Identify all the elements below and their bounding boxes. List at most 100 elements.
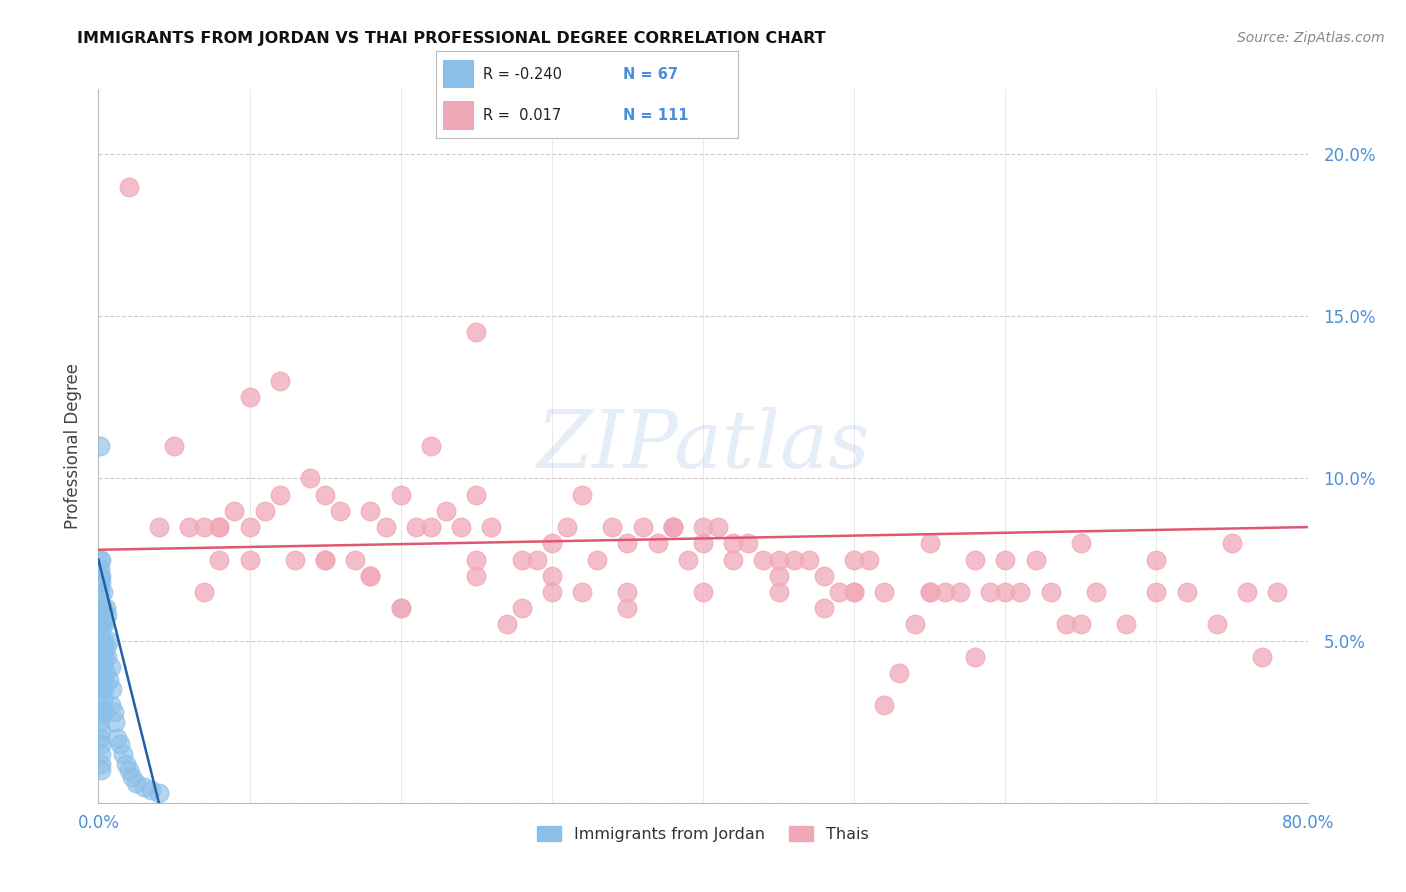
- Point: [1085, 585, 1108, 599]
- Point: [723, 536, 745, 550]
- Point: [676, 552, 699, 566]
- Point: [465, 326, 488, 340]
- Point: [965, 552, 987, 566]
- Point: [723, 552, 745, 566]
- Point: [389, 601, 412, 615]
- Point: [89, 568, 111, 582]
- Point: [918, 585, 941, 599]
- Point: [121, 770, 143, 784]
- Point: [239, 552, 262, 566]
- Point: [465, 488, 488, 502]
- Point: [571, 585, 593, 599]
- Point: [89, 627, 111, 641]
- Point: [193, 585, 215, 599]
- Point: [91, 601, 114, 615]
- Point: [108, 738, 131, 752]
- Point: [90, 575, 112, 590]
- Point: [828, 585, 851, 599]
- Point: [89, 731, 111, 745]
- Point: [90, 747, 112, 761]
- Point: [90, 682, 112, 697]
- Point: [111, 747, 134, 761]
- Point: [540, 585, 562, 599]
- Point: [125, 776, 148, 790]
- Point: [1144, 552, 1167, 566]
- Point: [269, 374, 291, 388]
- Point: [616, 601, 638, 615]
- Point: [141, 782, 163, 797]
- Point: [89, 617, 111, 632]
- Text: ZIPatlas: ZIPatlas: [536, 408, 870, 484]
- Point: [1175, 585, 1198, 599]
- Point: [100, 698, 122, 713]
- Point: [93, 705, 115, 719]
- Point: [103, 705, 125, 719]
- Point: [873, 585, 896, 599]
- Point: [91, 640, 114, 654]
- Point: [91, 617, 114, 632]
- Point: [465, 552, 488, 566]
- Point: [89, 682, 111, 697]
- Point: [602, 520, 624, 534]
- Point: [90, 673, 112, 687]
- Point: [90, 764, 112, 778]
- Point: [1039, 585, 1062, 599]
- Point: [918, 585, 941, 599]
- Point: [661, 520, 683, 534]
- Point: [994, 585, 1017, 599]
- Point: [89, 607, 111, 622]
- Text: R =  0.017: R = 0.017: [482, 108, 561, 122]
- Point: [94, 666, 117, 681]
- Text: N = 111: N = 111: [623, 108, 689, 122]
- Point: [239, 520, 262, 534]
- Point: [434, 504, 457, 518]
- Point: [1054, 617, 1077, 632]
- Point: [329, 504, 352, 518]
- Point: [224, 504, 246, 518]
- Point: [163, 439, 186, 453]
- Point: [91, 673, 114, 687]
- Point: [586, 552, 609, 566]
- Point: [94, 601, 117, 615]
- Point: [389, 601, 412, 615]
- Point: [1144, 585, 1167, 599]
- Point: [239, 390, 262, 404]
- Point: [89, 562, 111, 576]
- Point: [93, 617, 115, 632]
- Point: [707, 520, 730, 534]
- Point: [253, 504, 276, 518]
- Point: [90, 617, 112, 632]
- Point: [91, 585, 114, 599]
- Point: [405, 520, 427, 534]
- Point: [540, 568, 562, 582]
- Point: [179, 520, 201, 534]
- Point: [89, 575, 111, 590]
- Point: [89, 585, 111, 599]
- Point: [1115, 617, 1137, 632]
- Point: [616, 536, 638, 550]
- Point: [1236, 585, 1258, 599]
- Point: [360, 504, 382, 518]
- Point: [90, 552, 112, 566]
- Point: [661, 520, 683, 534]
- Point: [1251, 649, 1274, 664]
- Point: [91, 692, 114, 706]
- FancyBboxPatch shape: [443, 60, 474, 88]
- Point: [132, 780, 155, 794]
- Point: [90, 705, 112, 719]
- Point: [844, 585, 866, 599]
- Point: [118, 764, 141, 778]
- Point: [1024, 552, 1046, 566]
- Point: [91, 659, 114, 673]
- Text: N = 67: N = 67: [623, 67, 678, 81]
- Point: [783, 552, 806, 566]
- Point: [647, 536, 669, 550]
- Point: [510, 601, 533, 615]
- Point: [873, 698, 896, 713]
- Point: [208, 552, 231, 566]
- Point: [89, 439, 111, 453]
- Point: [314, 552, 336, 566]
- Point: [90, 568, 112, 582]
- Point: [98, 673, 121, 687]
- Point: [752, 552, 775, 566]
